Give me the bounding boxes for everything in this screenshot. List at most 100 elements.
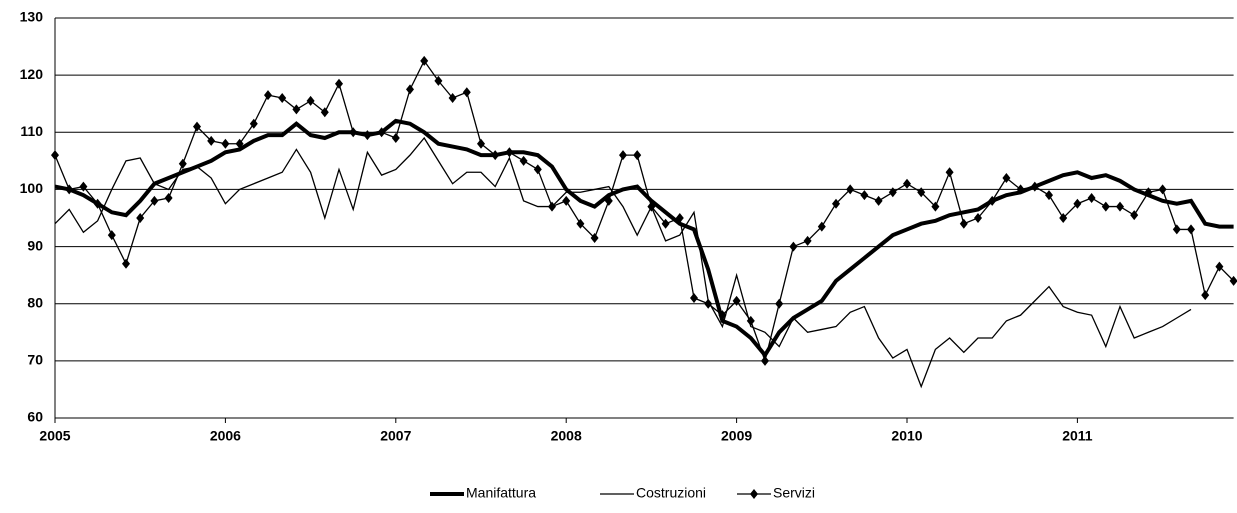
point — [647, 201, 656, 212]
point — [590, 233, 599, 243]
point — [335, 78, 343, 89]
point — [391, 133, 400, 143]
x-tick-label: 2010 — [891, 428, 922, 444]
point — [150, 195, 159, 206]
point — [278, 93, 287, 103]
point — [718, 310, 727, 321]
point — [1045, 190, 1053, 201]
point — [959, 218, 968, 229]
point — [107, 230, 116, 241]
point — [917, 187, 926, 198]
y-tick-label: 110 — [20, 123, 43, 139]
point — [363, 130, 372, 141]
y-tick-label: 90 — [27, 237, 43, 253]
y-tick-label: 130 — [20, 9, 44, 25]
point — [292, 104, 301, 115]
x-tick-label: 2006 — [210, 428, 241, 444]
line-series — [54, 59, 1235, 364]
point — [65, 184, 74, 195]
y-tick-label: 70 — [27, 352, 43, 368]
point — [505, 147, 514, 158]
point — [1030, 181, 1039, 192]
point — [1158, 184, 1167, 195]
point — [178, 158, 187, 169]
point — [633, 150, 642, 161]
point — [1201, 290, 1210, 301]
point — [136, 213, 145, 223]
point — [548, 201, 556, 212]
point — [562, 195, 571, 206]
point — [1016, 184, 1025, 195]
point — [122, 258, 130, 269]
y-tick-label: 120 — [20, 66, 44, 82]
point — [1002, 173, 1011, 183]
point — [860, 190, 869, 201]
point — [434, 75, 443, 86]
point — [491, 150, 500, 161]
point — [1059, 213, 1068, 223]
line-series — [54, 136, 1192, 389]
point — [874, 195, 883, 206]
point — [1130, 210, 1139, 221]
point — [406, 84, 414, 95]
point — [1087, 193, 1096, 203]
point — [1144, 187, 1153, 198]
point — [1215, 261, 1224, 272]
point — [789, 241, 798, 252]
x-tick-label: 2008 — [551, 428, 582, 444]
y-tick-label: 60 — [27, 409, 43, 425]
point — [249, 118, 258, 129]
point — [462, 87, 471, 98]
legend-label: Manifattura — [466, 485, 536, 501]
point — [1187, 224, 1195, 235]
point — [306, 95, 315, 106]
x-tick-label: 2009 — [721, 428, 752, 444]
legend-label: Costruzioni — [636, 485, 706, 501]
point — [931, 201, 940, 212]
point — [93, 198, 102, 209]
point — [817, 221, 826, 232]
point — [888, 187, 897, 198]
y-tick-label: 80 — [27, 294, 43, 310]
line-series — [54, 118, 1234, 359]
point — [377, 127, 386, 138]
point — [1172, 224, 1181, 235]
x-tick-label: 2007 — [380, 428, 411, 444]
point — [221, 138, 230, 149]
point — [675, 213, 684, 223]
point — [164, 193, 173, 203]
point — [988, 195, 997, 206]
point — [846, 184, 855, 195]
point — [477, 138, 485, 149]
point — [1101, 201, 1110, 212]
point — [690, 293, 698, 303]
point — [1073, 198, 1082, 209]
point — [903, 178, 911, 189]
point — [746, 315, 755, 326]
point — [1229, 275, 1237, 286]
x-tick-label: 2005 — [39, 428, 70, 444]
point — [235, 138, 244, 149]
point — [349, 127, 358, 138]
point — [803, 235, 812, 246]
point — [704, 298, 713, 309]
point — [945, 167, 954, 178]
y-tick-label: 100 — [20, 180, 44, 196]
point — [207, 135, 216, 146]
legend-label: Servizi — [773, 485, 815, 501]
point — [619, 150, 627, 161]
point — [1116, 201, 1124, 212]
point — [193, 121, 201, 132]
point — [732, 295, 741, 306]
point — [576, 218, 585, 229]
point — [661, 218, 670, 229]
point — [761, 355, 769, 366]
point — [832, 198, 840, 209]
x-tick-label: 2011 — [1062, 428, 1093, 444]
point — [448, 93, 457, 103]
point — [51, 150, 59, 161]
point — [79, 181, 88, 192]
point — [604, 195, 613, 206]
point — [264, 90, 272, 101]
